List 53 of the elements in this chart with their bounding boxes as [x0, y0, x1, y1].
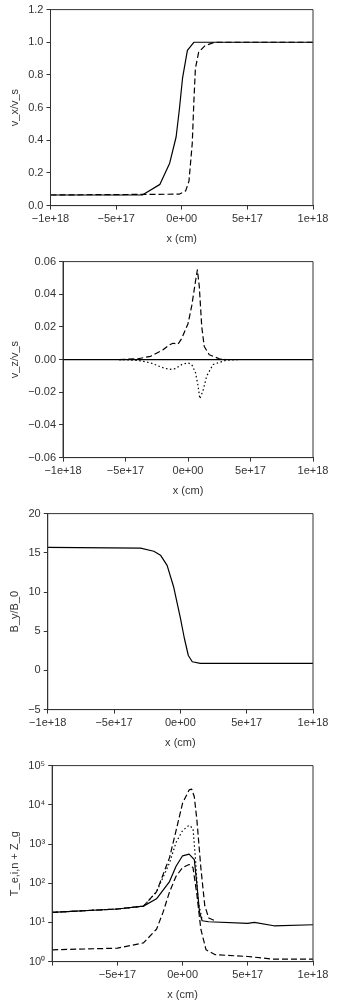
- y-tick-label: 10³: [29, 837, 46, 850]
- x-tick-label: −1e+18: [31, 212, 70, 225]
- y-tick-label: −0.06: [28, 450, 57, 463]
- x-tick-label: 1e+18: [297, 968, 329, 981]
- y-tick-label: 0.2: [28, 165, 44, 178]
- x-tick-label: 0e+00: [172, 464, 204, 477]
- x-axis-title: x (cm): [167, 988, 198, 1001]
- x-tick-label: −5e+17: [97, 212, 135, 225]
- y-tick-label: 0.6: [28, 100, 44, 113]
- y-axis-title: B_y/B_0: [7, 590, 20, 633]
- y-tick-label: 0.06: [34, 254, 57, 267]
- y-tick-label: −5: [28, 702, 41, 715]
- x-tick-label: 0e+00: [164, 716, 196, 729]
- y-tick-label: 10¹: [29, 915, 46, 928]
- y-tick-label: 15: [28, 545, 41, 558]
- x-tick-label: 5e+17: [231, 212, 263, 225]
- y-tick-label: 10⁰: [28, 954, 46, 967]
- y-axis-title: v_x/v_s: [7, 88, 20, 127]
- x-axis-title: x (cm): [172, 484, 204, 497]
- y-axis-title: v_z/v_s: [7, 340, 20, 379]
- y-tick-label: 5: [34, 624, 41, 637]
- y-tick-label: 0: [34, 663, 41, 676]
- x-tick-label: 0e+00: [167, 968, 199, 981]
- x-tick-label: −1e+18: [44, 464, 82, 477]
- y-tick-label: 0.04: [34, 287, 57, 300]
- x-axis-title: x (cm): [165, 736, 196, 749]
- x-tick-label: 1e+18: [297, 464, 329, 477]
- x-tick-label: −5e+17: [95, 716, 133, 729]
- y-tick-label: 10⁵: [28, 758, 46, 771]
- y-tick-label: 0.8: [28, 67, 44, 80]
- y-tick-label: 20: [28, 506, 41, 519]
- x-tick-label: 0e+00: [166, 212, 198, 225]
- y-tick-label: 10²: [29, 876, 46, 889]
- y-tick-label: 10⁴: [28, 797, 46, 810]
- y-tick-label: 1.0: [28, 35, 44, 48]
- x-tick-label: 1e+18: [297, 212, 329, 225]
- x-tick-label: −5e+17: [98, 968, 137, 981]
- x-tick-label: 5e+17: [235, 464, 266, 477]
- y-tick-label: −0.04: [28, 417, 57, 430]
- y-tick-label: 10: [28, 585, 41, 598]
- y-tick-label: 0.0: [28, 198, 44, 211]
- y-tick-label: −0.02: [28, 385, 57, 398]
- x-tick-label: −5e+17: [106, 464, 145, 477]
- x-tick-label: −1e+18: [29, 716, 67, 729]
- y-tick-label: 0.02: [34, 319, 57, 332]
- y-tick-label: 1.2: [28, 2, 44, 15]
- y-tick-label: 0.00: [34, 352, 57, 365]
- y-axis-title: T_e,i,n + Z_g: [7, 831, 20, 897]
- x-tick-label: 5e+17: [232, 968, 264, 981]
- x-tick-label: 1e+18: [297, 716, 329, 729]
- y-tick-label: 0.4: [28, 133, 44, 146]
- x-tick-label: 5e+17: [231, 716, 263, 729]
- x-axis-title: x (cm): [166, 232, 198, 245]
